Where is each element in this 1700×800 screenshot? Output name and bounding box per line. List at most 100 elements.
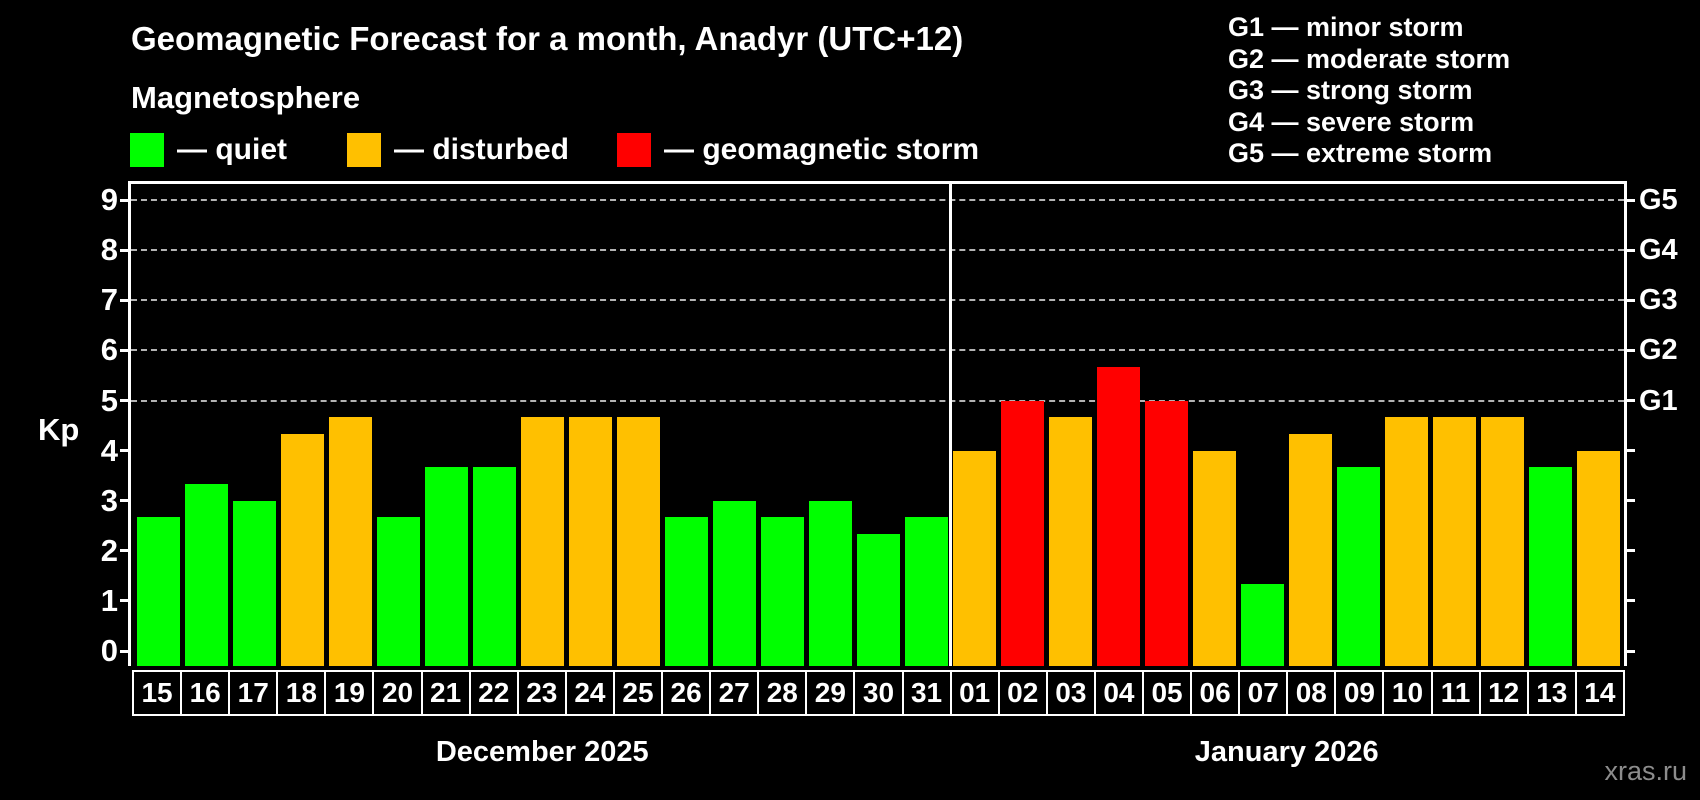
- y-tick-right-4: [1624, 449, 1635, 453]
- y-tick-label-1: 1: [100, 582, 118, 618]
- day-label-december-29: 29: [805, 672, 853, 714]
- bar-december-21: [424, 467, 468, 666]
- y-tick-left-8: [120, 248, 131, 252]
- y-tick-right-9: [1624, 198, 1635, 202]
- bar-december-30: [856, 534, 900, 666]
- day-label-december-19: 19: [324, 672, 372, 714]
- day-label-january-14: 14: [1574, 672, 1623, 714]
- bar-december-20: [376, 517, 420, 666]
- bar-december-27: [712, 500, 756, 666]
- gridline-kp6: [131, 349, 1624, 352]
- day-label-january-04: 04: [1093, 672, 1142, 714]
- storm-swatch: [617, 133, 651, 167]
- day-label-january-13: 13: [1526, 672, 1575, 714]
- y-tick-left-6: [120, 348, 131, 352]
- y-axis-left: [128, 181, 131, 666]
- month-label-january: January 2026: [1194, 736, 1379, 768]
- day-label-december-31: 31: [901, 672, 950, 714]
- storm-scale-legend: G1 — minor storm G2 — moderate storm G3 — …: [1228, 12, 1510, 170]
- day-label-december-21: 21: [420, 672, 469, 714]
- y-tick-left-9: [120, 198, 131, 202]
- bar-december-23: [520, 417, 564, 666]
- status-legend: — quiet — disturbed — geomagnetic storm: [0, 133, 1100, 171]
- bar-december-28: [760, 517, 804, 666]
- day-label-december-22: 22: [468, 672, 517, 714]
- day-label-strip: 15 16 17 18 19 20 21 22 23 24 25 26 27 28 29 30 31 01 02 03…: [132, 670, 1625, 716]
- g-scale-label-g4: G4: [1639, 234, 1678, 267]
- gridline-kp7: [131, 299, 1624, 302]
- day-label-january-07: 07: [1238, 672, 1286, 714]
- bar-january-06: [1193, 450, 1237, 666]
- watermark: xras.ru: [1604, 756, 1687, 786]
- y-tick-right-7: [1624, 298, 1635, 302]
- day-label-january-02: 02: [997, 672, 1046, 714]
- day-label-january-09: 09: [1334, 672, 1382, 714]
- bar-january-08: [1289, 434, 1333, 666]
- bar-december-19: [328, 417, 372, 666]
- gridline-kp5: [131, 399, 1624, 402]
- y-tick-left-3: [120, 499, 131, 503]
- y-tick-right-2: [1624, 549, 1635, 553]
- bar-january-14: [1577, 450, 1621, 666]
- day-label-december-25: 25: [612, 672, 661, 714]
- bar-december-31: [904, 517, 948, 666]
- day-label-december-30: 30: [853, 672, 901, 714]
- page-title: Geomagnetic Forecast for a month, Anadyr…: [131, 20, 964, 57]
- y-tick-right-0: [1624, 649, 1635, 653]
- y-tick-right-1: [1624, 599, 1635, 603]
- bar-january-02: [1001, 400, 1045, 666]
- y-tick-label-2: 2: [100, 532, 118, 568]
- bar-january-09: [1337, 467, 1381, 666]
- day-label-december-28: 28: [757, 672, 805, 714]
- legend-label-disturbed: — disturbed: [394, 133, 570, 166]
- day-label-december-24: 24: [564, 672, 613, 714]
- bar-january-05: [1145, 400, 1189, 666]
- y-tick-left-7: [120, 298, 131, 302]
- day-label-january-06: 06: [1190, 672, 1238, 714]
- y-tick-label-9: 9: [100, 182, 118, 218]
- g-scale-label-g1: G1: [1639, 384, 1678, 417]
- bar-january-11: [1433, 417, 1477, 666]
- bar-december-15: [136, 517, 180, 666]
- quiet-swatch: [130, 133, 164, 167]
- storm-scale-line-g2: G2 — moderate storm: [1228, 43, 1511, 74]
- bar-december-18: [280, 434, 324, 666]
- y-tick-label-6: 6: [100, 332, 118, 368]
- day-label-january-12: 12: [1478, 672, 1527, 714]
- legend-label-quiet: — quiet: [177, 133, 287, 166]
- bar-december-29: [808, 500, 852, 666]
- y-tick-right-6: [1624, 348, 1635, 352]
- y-tick-label-0: 0: [100, 633, 118, 668]
- day-label-december-27: 27: [709, 672, 757, 714]
- y-tick-left-0: [120, 649, 131, 653]
- bar-december-26: [664, 517, 708, 666]
- y-tick-left-1: [120, 599, 131, 603]
- y-axis-right: [1624, 181, 1627, 666]
- plot-top-border: [128, 181, 1627, 184]
- g-scale-label-g5: G5: [1639, 184, 1678, 217]
- day-label-january-11: 11: [1430, 672, 1479, 714]
- plot-area: [131, 183, 1624, 666]
- legend-item-quiet: — quiet: [130, 133, 287, 167]
- day-label-december-17: 17: [228, 672, 276, 714]
- magnetosphere-subtitle: Magnetosphere: [131, 80, 361, 115]
- bar-december-25: [616, 417, 660, 666]
- g-scale-label-g2: G2: [1639, 334, 1678, 367]
- storm-scale-line-g3: G3 — strong storm: [1228, 75, 1473, 106]
- storm-scale-line-g1: G1 — minor storm: [1228, 12, 1464, 42]
- y-tick-left-2: [120, 549, 131, 553]
- y-tick-left-4: [120, 449, 131, 453]
- day-label-january-01: 01: [949, 672, 998, 714]
- day-label-january-08: 08: [1286, 672, 1334, 714]
- day-label-january-10: 10: [1382, 672, 1430, 714]
- day-label-january-03: 03: [1045, 672, 1094, 714]
- y-tick-label-5: 5: [100, 382, 118, 418]
- bar-january-12: [1481, 417, 1525, 666]
- bar-january-13: [1529, 467, 1573, 666]
- day-label-december-23: 23: [516, 672, 565, 714]
- g-scale-label-g3: G3: [1639, 284, 1678, 317]
- storm-scale-line-g4: G4 — severe storm: [1228, 106, 1475, 137]
- y-tick-right-5: [1624, 399, 1635, 402]
- month-separator: [949, 183, 952, 666]
- y-axis-title: Kp: [38, 412, 80, 447]
